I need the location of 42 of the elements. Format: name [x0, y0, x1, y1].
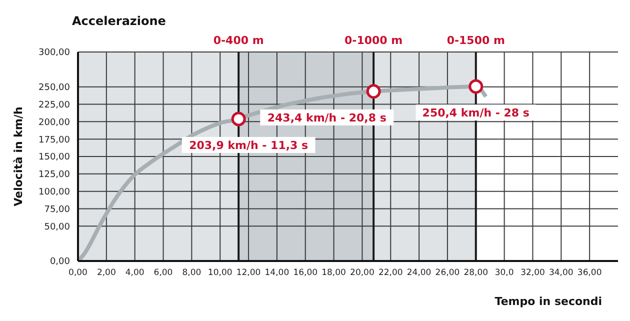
ref-line-label: 0-1000 m — [344, 34, 403, 47]
x-tick-label: 8,00 — [182, 268, 202, 278]
x-tick-label: 6,00 — [154, 268, 173, 278]
y-axis-title: Velocità in km/h — [12, 106, 25, 206]
x-tick-label: 14,00 — [264, 268, 290, 278]
point — [468, 79, 484, 94]
annotation: 250,4 km/h - 28 s — [422, 106, 530, 120]
x-tick-label: 30,0 — [494, 268, 514, 278]
y-tick-label: 200,00 — [38, 118, 70, 128]
ref-line-label: 0-400 m — [213, 34, 264, 47]
y-tick-label: 300,00 — [38, 48, 70, 58]
y-tick-label: 0,00 — [50, 257, 70, 268]
x-tick-label: 32,00 — [520, 268, 545, 278]
chart-title: Accelerazione — [72, 14, 166, 28]
x-tick-label: 22,00 — [378, 268, 403, 278]
x-tick-label: 16,00 — [293, 268, 318, 278]
x-tick-label: 18,00 — [322, 268, 346, 278]
annotation: 243,4 km/h - 20,8 s — [267, 111, 387, 124]
point — [231, 112, 246, 126]
x-tick-label: 20,00 — [350, 268, 374, 278]
x-tick-label: 0,00 — [68, 268, 88, 278]
x-tick-label: 24,00 — [406, 268, 432, 278]
y-tick-label: 150,00 — [38, 152, 70, 163]
x-tick-label: 26,00 — [435, 268, 460, 278]
y-tick-label: 50,00 — [44, 222, 70, 232]
x-tick-label: 2,00 — [96, 268, 116, 278]
y-tick-label: 175,00 — [38, 135, 70, 146]
y-tick-label: 75,00 — [44, 204, 70, 215]
y-tick-label: 225,00 — [38, 100, 70, 110]
x-tick-label: 4,00 — [125, 268, 144, 278]
x-tick-label: 34,00 — [548, 268, 574, 278]
y-tick-label: 250,00 — [38, 83, 70, 94]
ref-line-label: 0-1500 m — [446, 34, 505, 47]
x-tick-label: 12,00 — [236, 268, 261, 278]
point — [366, 84, 381, 99]
x-tick-label: 36,00 — [577, 268, 602, 278]
y-tick-label: 100,00 — [38, 188, 70, 198]
x-tick-label: 10,00 — [208, 268, 232, 278]
x-axis-title: Tempo in secondi — [494, 295, 602, 308]
x-tick-label: 28,00 — [464, 268, 488, 278]
annotation: 203,9 km/h - 11,3 s — [189, 138, 309, 152]
y-tick-label: 125,00 — [38, 170, 70, 180]
